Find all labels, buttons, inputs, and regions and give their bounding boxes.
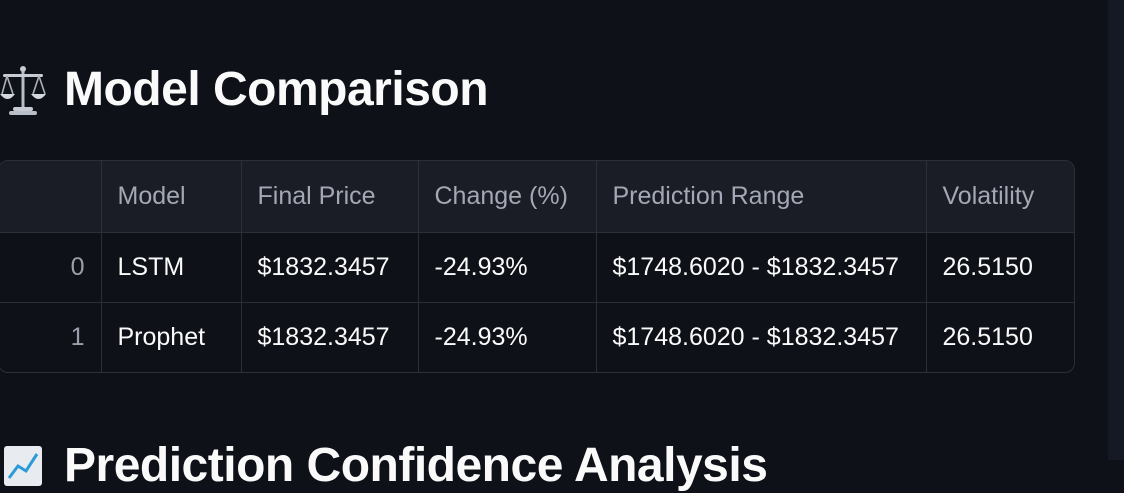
scrollbar-track[interactable]	[1108, 0, 1124, 460]
change-cell[interactable]: -24.93%	[418, 302, 597, 372]
chart-icon	[0, 440, 46, 492]
column-header-volatility[interactable]: Volatility	[926, 161, 1074, 233]
column-header-index[interactable]	[0, 161, 102, 233]
column-header-final-price[interactable]: Final Price	[241, 161, 419, 233]
table-row: 0 LSTM $1832.3457 -24.93% $1748.6020 - $…	[0, 232, 1074, 303]
final-price-cell[interactable]: $1832.3457	[241, 302, 419, 372]
volatility-cell[interactable]: 26.5150	[942, 323, 1033, 351]
volatility-cell[interactable]: 26.5150	[926, 232, 1074, 303]
row-index-cell[interactable]: 1	[0, 302, 102, 372]
column-header-change[interactable]: Change (%)	[418, 161, 597, 233]
column-header-model[interactable]: Model	[101, 161, 242, 233]
section-heading-model-comparison: Model Comparison	[0, 62, 489, 117]
section-heading-prediction-confidence: Prediction Confidence Analysis	[0, 438, 768, 493]
prediction-range-cell[interactable]: $1748.6020 - $1832.3457	[596, 302, 927, 372]
section-title-text: Prediction Confidence Analysis	[64, 439, 768, 492]
balance-scale-icon	[0, 64, 46, 116]
table-row: 1 Prophet $1832.3457 -24.93% $1748.6020 …	[0, 302, 1074, 372]
change-cell[interactable]: -24.93%	[418, 232, 597, 303]
column-header-prediction-range[interactable]: Prediction Range	[596, 161, 927, 233]
model-cell[interactable]: Prophet	[101, 302, 242, 372]
model-cell[interactable]: LSTM	[101, 232, 242, 303]
prediction-range-cell[interactable]: $1748.6020 - $1832.3457	[596, 232, 927, 303]
comparison-table[interactable]: Model Final Price Change (%) Prediction …	[0, 160, 1075, 373]
section-title-text: Model Comparison	[64, 63, 489, 116]
final-price-cell[interactable]: $1832.3457	[241, 232, 419, 303]
table-header-row: Model Final Price Change (%) Prediction …	[0, 161, 1074, 233]
row-index-cell[interactable]: 0	[0, 232, 102, 303]
